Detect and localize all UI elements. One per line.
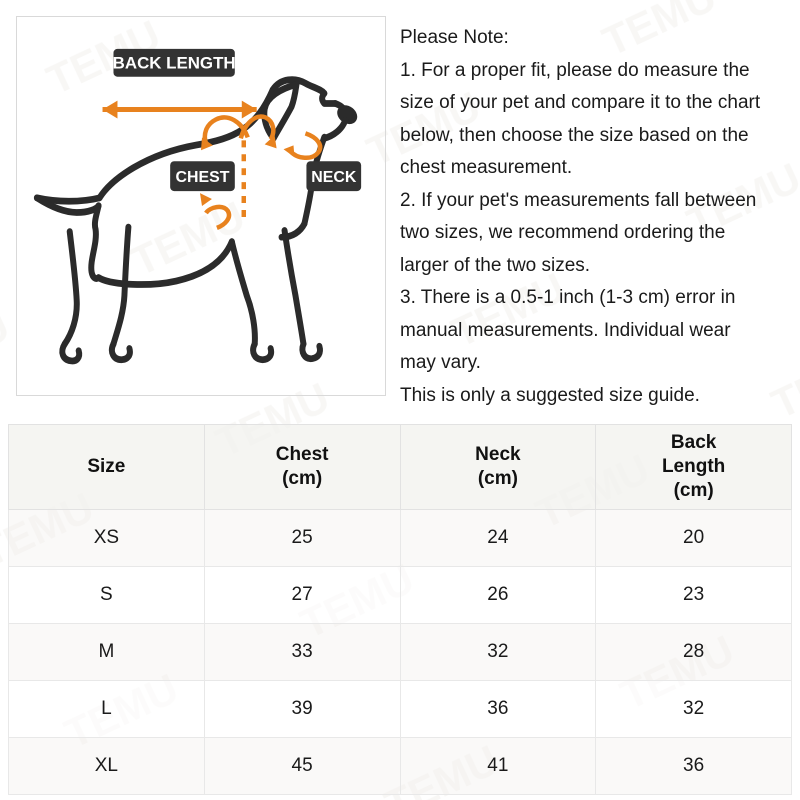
svg-text:NECK: NECK xyxy=(311,169,357,186)
svg-text:BACK LENGTH: BACK LENGTH xyxy=(113,54,236,73)
svg-text:CHEST: CHEST xyxy=(176,169,230,186)
